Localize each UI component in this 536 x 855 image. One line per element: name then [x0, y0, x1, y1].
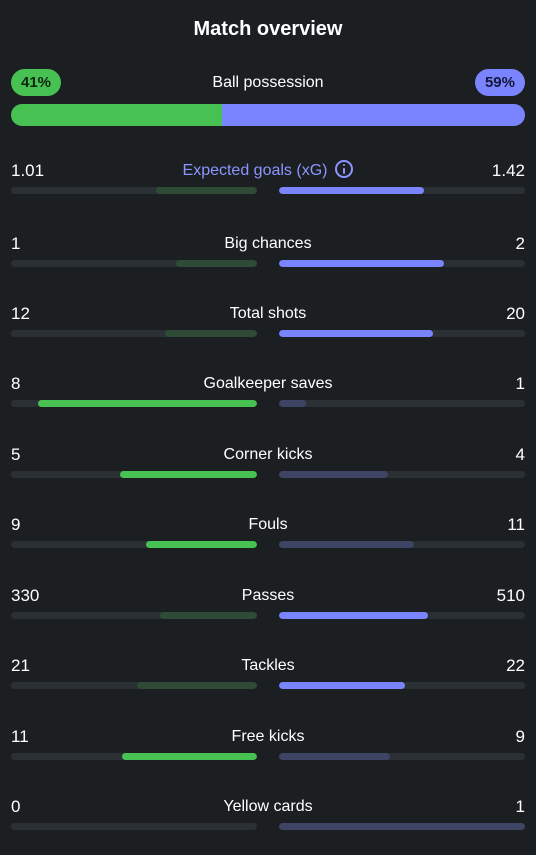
stat-label: Expected goals (xG) [11, 160, 525, 182]
away-bar-fill [279, 823, 525, 830]
home-value: 1 [11, 234, 21, 253]
away-value: 22 [506, 656, 525, 675]
possession-bar [11, 104, 525, 126]
home-bar-track [11, 612, 257, 619]
stat-row[interactable]: 11 Free kicks 9 [11, 726, 525, 766]
away-bar-fill [279, 400, 307, 407]
stat-label: Corner kicks [11, 444, 525, 466]
home-bar-fill [38, 400, 257, 407]
stat-label: Yellow cards [11, 796, 525, 818]
stat-label: Total shots [11, 303, 525, 325]
home-bar-track [11, 471, 257, 478]
away-value: 20 [506, 304, 525, 323]
home-bar-fill [160, 612, 257, 619]
away-bar-track [279, 612, 525, 619]
home-possession-badge: 41% [11, 69, 62, 96]
home-bar-track [11, 187, 257, 194]
home-bar-fill [146, 541, 257, 548]
stat-row[interactable]: 330 Passes 510 [11, 585, 525, 625]
away-bar-track [279, 260, 525, 267]
stat-label-text: Fouls [248, 516, 288, 533]
away-bar-track [279, 753, 525, 760]
home-value: 0 [11, 797, 21, 816]
away-value: 11 [507, 515, 525, 534]
info-icon[interactable] [335, 160, 354, 178]
stat-row[interactable]: 8 Goalkeeper saves 1 [11, 373, 525, 413]
home-value: 9 [11, 515, 21, 534]
away-value: 2 [515, 234, 525, 253]
away-bar-track [279, 823, 525, 830]
home-bar-fill [120, 471, 257, 478]
stat-label-text: Tackles [241, 657, 295, 674]
away-bar-fill [279, 260, 444, 267]
home-value: 11 [11, 727, 29, 746]
away-value: 4 [515, 445, 525, 464]
stat-label: Tackles [11, 655, 525, 677]
away-bar-track [279, 187, 525, 194]
home-bar-fill [136, 682, 257, 689]
stat-label: Big chances [11, 233, 525, 255]
stat-row[interactable]: 21 Tackles 22 [11, 655, 525, 695]
possession-header: 41% Ball possession 59% [11, 69, 525, 97]
home-value: 5 [11, 445, 21, 464]
away-value: 1.42 [491, 161, 525, 180]
away-bar-fill [279, 541, 415, 548]
stat-row[interactable]: 9 Fouls 11 [11, 514, 525, 554]
home-bar-track [11, 260, 257, 267]
away-bar-fill [279, 612, 429, 619]
stat-row[interactable]: 1.01 Expected goals (xG) 1.42 [11, 160, 525, 200]
home-bar-track [11, 541, 257, 548]
stat-label: Free kicks [11, 726, 525, 748]
away-bar-track [279, 330, 525, 337]
home-value: 21 [11, 656, 30, 675]
away-bar-track [279, 400, 525, 407]
home-bar-fill [121, 753, 257, 760]
away-value: 1 [515, 797, 525, 816]
away-bar-track [279, 682, 525, 689]
stat-label-text: Corner kicks [223, 446, 313, 463]
away-bar-fill [279, 753, 390, 760]
home-value: 12 [11, 304, 30, 323]
away-possession-badge: 59% [474, 69, 525, 96]
stat-row[interactable]: 0 Yellow cards 1 [11, 796, 525, 836]
home-bar-fill [164, 330, 257, 337]
home-value: 330 [11, 586, 40, 605]
home-bar-track [11, 330, 257, 337]
stat-label-text: Goalkeeper saves [203, 375, 333, 392]
home-value: 8 [11, 374, 21, 393]
home-possession-fill [11, 104, 222, 126]
home-bar-fill [175, 260, 257, 267]
away-possession-fill [221, 104, 525, 126]
stat-label-text: Expected goals (xG) [182, 162, 328, 179]
page-title: Match overview [193, 18, 343, 40]
home-bar-track [11, 682, 257, 689]
stat-label: Passes [11, 585, 525, 607]
home-bar-fill [156, 187, 257, 194]
stat-label: Fouls [11, 514, 525, 536]
stat-row[interactable]: 12 Total shots 20 [11, 303, 525, 343]
away-bar-track [279, 471, 525, 478]
away-bar-fill [279, 682, 405, 689]
stat-label-text: Total shots [229, 305, 307, 322]
home-bar-track [11, 400, 257, 407]
stat-row[interactable]: 5 Corner kicks 4 [11, 444, 525, 484]
stat-label-text: Free kicks [231, 728, 305, 745]
stat-label-text: Yellow cards [223, 798, 313, 815]
away-bar-track [279, 541, 525, 548]
stat-label-text: Passes [241, 587, 295, 604]
home-value: 1.01 [11, 161, 45, 180]
home-bar-track [11, 753, 257, 760]
away-bar-fill [279, 471, 389, 478]
away-bar-fill [279, 187, 425, 194]
stat-label-text: Big chances [224, 235, 312, 252]
away-value: 1 [515, 374, 525, 393]
away-value: 9 [515, 727, 525, 746]
stat-label: Goalkeeper saves [11, 373, 525, 395]
away-bar-fill [279, 330, 433, 337]
possession-label: Ball possession [212, 74, 324, 91]
home-bar-track [11, 823, 257, 830]
away-value: 510 [496, 586, 525, 605]
stat-row[interactable]: 1 Big chances 2 [11, 233, 525, 273]
